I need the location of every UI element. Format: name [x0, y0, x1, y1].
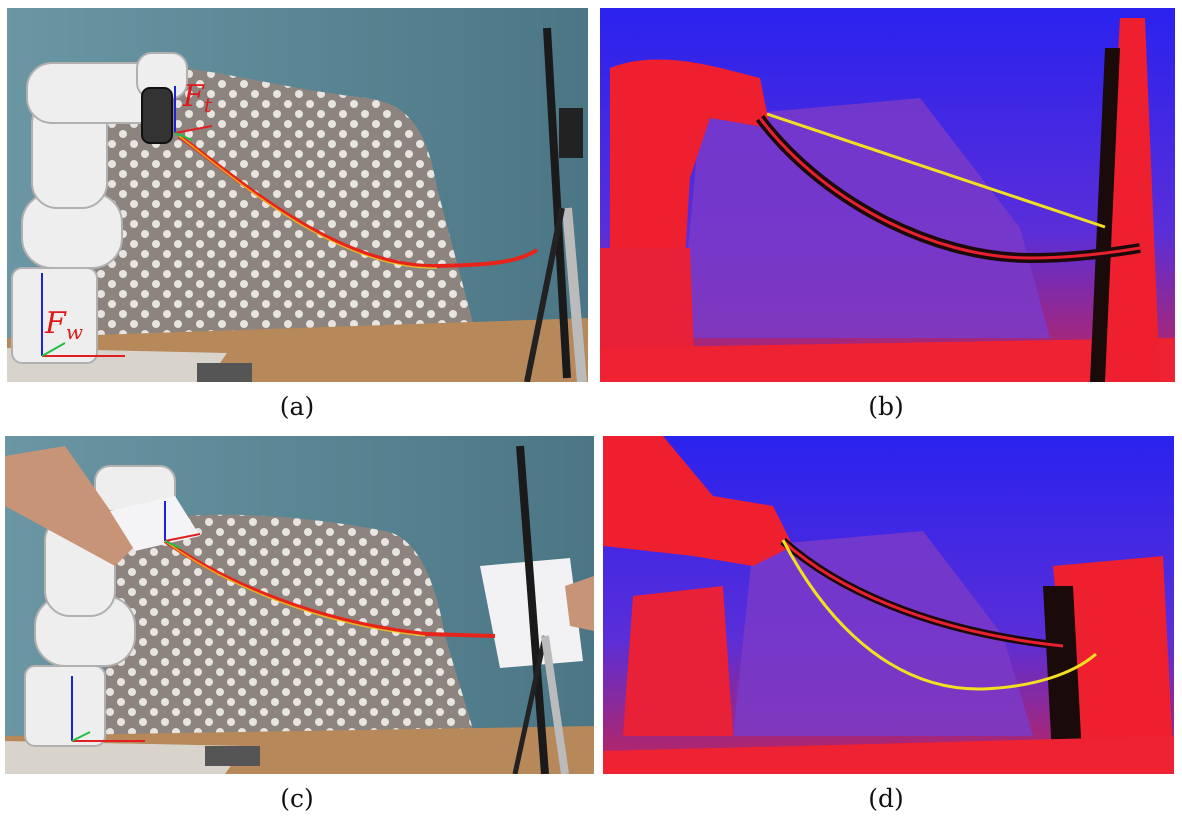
tool-frame-axes [164, 501, 201, 549]
polka-dot-cloth [105, 514, 475, 736]
robot-rope-scene-a: Ft Fw [7, 8, 588, 382]
human-hand-right [565, 576, 594, 631]
paper-sheet-left [110, 496, 200, 551]
tool-frame-label: Ft [182, 79, 213, 117]
right-paper-silhouette [1053, 556, 1174, 774]
controller-box [197, 363, 252, 382]
tripod [524, 27, 587, 382]
human-arm-left [5, 446, 135, 566]
robot-silhouette [623, 586, 733, 736]
world-frame-axes [41, 273, 125, 357]
rope-depth [781, 539, 1064, 648]
depth-map-d [603, 436, 1174, 774]
rope-model-curve [781, 539, 1097, 691]
controller-box [205, 746, 260, 766]
caption-a: (a) [279, 392, 315, 421]
rope-depth [758, 117, 1141, 260]
caption-b: (b) [868, 392, 904, 421]
photo-panel-a: Ft Fw [7, 8, 588, 382]
depth-panel-d [603, 436, 1174, 774]
human-arm-silhouette [603, 436, 793, 566]
photo-panel-c [5, 436, 594, 774]
depth-map-b [600, 8, 1175, 382]
rope [177, 134, 539, 269]
depth-panel-b [600, 8, 1175, 382]
robot-rope-scene-c [5, 436, 594, 774]
caption-c: (c) [280, 784, 314, 813]
rope-model-line [766, 112, 1106, 229]
world-frame-label: Fw [44, 306, 83, 344]
world-frame-axes [71, 676, 145, 742]
robot-arm [11, 52, 188, 364]
tripod [512, 445, 569, 774]
tool-frame-axes [174, 86, 213, 141]
caption-d: (d) [868, 784, 904, 813]
